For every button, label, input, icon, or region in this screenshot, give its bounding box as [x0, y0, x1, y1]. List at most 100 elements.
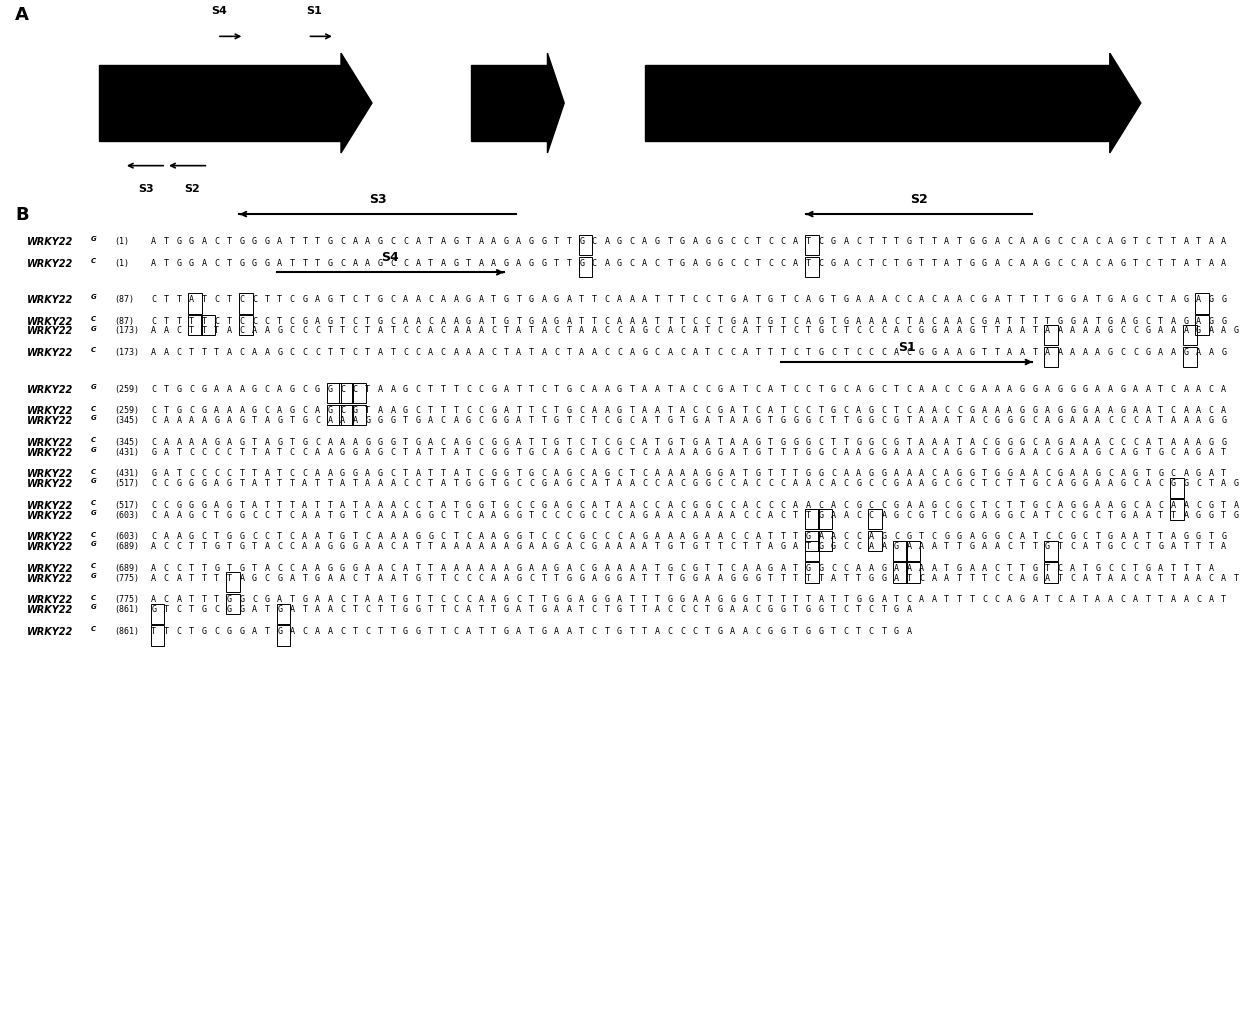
Text: T: T	[882, 627, 887, 636]
Text: C: C	[403, 479, 408, 488]
Text: A: A	[1209, 348, 1214, 358]
Text: T: T	[164, 627, 169, 636]
Text: A: A	[591, 385, 596, 394]
Text: A: A	[227, 406, 232, 415]
Text: (87): (87)	[114, 295, 134, 304]
Text: G: G	[503, 317, 508, 326]
Text: G: G	[340, 470, 345, 479]
Text: G: G	[340, 447, 345, 457]
Text: G: G	[1146, 564, 1151, 573]
Text: C: C	[1146, 236, 1151, 245]
Text: G: G	[151, 447, 156, 457]
Text: G: G	[567, 470, 572, 479]
Text: C: C	[730, 236, 735, 245]
Text: G: G	[982, 532, 987, 541]
Text: G: G	[1221, 348, 1226, 358]
Text: A: A	[239, 385, 244, 394]
Text: G: G	[894, 542, 899, 551]
Text: T: T	[1033, 532, 1038, 541]
Bar	[1044, 563, 1058, 583]
Text: T: T	[1197, 236, 1202, 245]
Text: T: T	[591, 295, 596, 304]
Bar	[226, 594, 241, 614]
Text: G: G	[1019, 438, 1024, 447]
Text: C: C	[188, 447, 193, 457]
Text: C: C	[882, 416, 887, 425]
Text: A: A	[428, 438, 433, 447]
Text: A: A	[831, 532, 836, 541]
Text: T: T	[630, 627, 635, 636]
Text: G: G	[1146, 348, 1151, 358]
Text: T: T	[327, 348, 332, 358]
Text: A: A	[919, 416, 924, 425]
Text: A: A	[667, 326, 672, 335]
Text: A: A	[1183, 470, 1188, 479]
Text: A: A	[604, 564, 609, 573]
Text: C: C	[303, 348, 308, 358]
Text: G: G	[202, 406, 207, 415]
Text: C: C	[303, 385, 308, 394]
Text: G: G	[618, 574, 622, 583]
Text: C: C	[466, 574, 471, 583]
Text: A: A	[529, 564, 534, 573]
Text: T: T	[579, 627, 584, 636]
Text: A: A	[1007, 385, 1012, 394]
Text: A: A	[327, 627, 332, 636]
Text: A: A	[945, 447, 950, 457]
Text: T: T	[1146, 596, 1151, 605]
Text: C: C	[579, 564, 584, 573]
Text: C: C	[1058, 259, 1063, 268]
Text: C: C	[994, 501, 999, 510]
Text: T: T	[466, 470, 471, 479]
Text: G: G	[994, 416, 999, 425]
Text: C: C	[391, 295, 396, 304]
Text: C: C	[1033, 416, 1038, 425]
Text: T: T	[1158, 532, 1163, 541]
Text: C: C	[1158, 479, 1163, 488]
Text: A: A	[188, 295, 193, 304]
Text: A: A	[1095, 501, 1100, 510]
Text: C: C	[818, 479, 823, 488]
Text: C: C	[730, 564, 735, 573]
Text: G: G	[554, 596, 559, 605]
Text: G: G	[642, 326, 647, 335]
Text: C: C	[91, 347, 95, 354]
Text: T: T	[579, 295, 584, 304]
Text: C: C	[403, 259, 408, 268]
Text: C: C	[655, 259, 660, 268]
Text: C: C	[706, 317, 711, 326]
Text: A: A	[894, 574, 899, 583]
Text: T: T	[919, 236, 924, 245]
Text: G: G	[378, 438, 383, 447]
Text: C: C	[151, 501, 156, 510]
Text: A: A	[567, 542, 572, 551]
Text: C: C	[151, 479, 156, 488]
Text: A: A	[642, 416, 647, 425]
Text: C: C	[1197, 479, 1202, 488]
Text: C: C	[894, 532, 899, 541]
Text: G: G	[529, 470, 534, 479]
Text: A: A	[1209, 236, 1214, 245]
Text: T: T	[743, 542, 748, 551]
Text: C: C	[290, 532, 295, 541]
Text: T: T	[428, 406, 433, 415]
Text: G: G	[591, 542, 596, 551]
Text: A: A	[818, 596, 823, 605]
Text: A: A	[264, 470, 269, 479]
Text: A: A	[982, 564, 987, 573]
Text: G: G	[264, 596, 269, 605]
Text: G: G	[1033, 385, 1038, 394]
Text: G: G	[604, 574, 609, 583]
Text: G: G	[768, 564, 773, 573]
Text: G: G	[618, 605, 622, 614]
Bar	[327, 383, 341, 403]
Bar	[893, 540, 908, 561]
Text: G: G	[743, 574, 748, 583]
Text: T: T	[604, 479, 609, 488]
Text: T: T	[718, 564, 723, 573]
Text: T: T	[781, 385, 786, 394]
Text: A: A	[1133, 532, 1138, 541]
Text: G: G	[239, 416, 244, 425]
Text: T: T	[503, 348, 508, 358]
Text: G: G	[618, 385, 622, 394]
